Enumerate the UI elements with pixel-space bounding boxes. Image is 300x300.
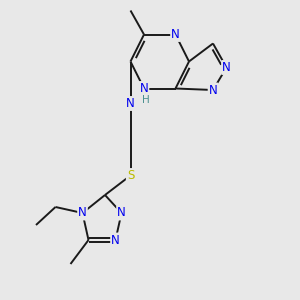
Text: N: N bbox=[78, 206, 87, 220]
Text: S: S bbox=[127, 169, 134, 182]
Text: N: N bbox=[171, 28, 180, 41]
Text: H: H bbox=[142, 95, 150, 105]
Text: N: N bbox=[117, 206, 126, 220]
Text: N: N bbox=[140, 82, 148, 95]
Text: N: N bbox=[126, 97, 135, 110]
Text: N: N bbox=[222, 61, 231, 74]
Text: N: N bbox=[208, 83, 217, 97]
Text: N: N bbox=[111, 233, 120, 247]
